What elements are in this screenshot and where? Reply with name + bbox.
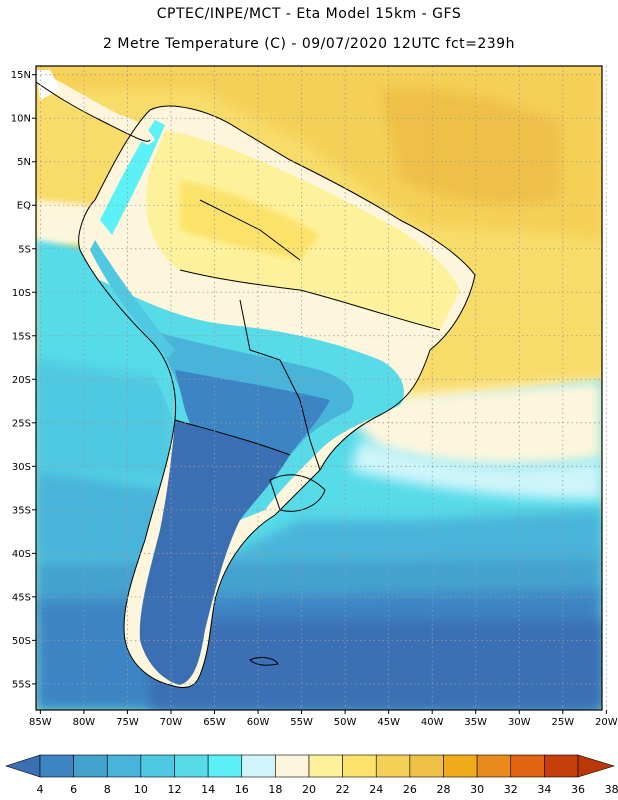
temperature-field [36, 66, 602, 710]
lat-tick-label: EQ [17, 201, 31, 212]
colorbar-label: 8 [104, 783, 111, 796]
lat-tick-label: 50S [12, 636, 31, 647]
colorbar-label: 20 [302, 783, 316, 796]
colorbar-high-arrow [577, 754, 616, 778]
colorbar-label: 34 [537, 783, 551, 796]
map-frame [35, 65, 603, 711]
lon-tick-label: 85W [29, 717, 52, 728]
colorbar-swatch [510, 754, 545, 778]
colorbar-label: 26 [403, 783, 417, 796]
lat-tick-label: 35S [12, 505, 31, 516]
coastlines [36, 81, 476, 688]
colorbar-swatch [375, 754, 411, 778]
colorbar-swatch [308, 754, 343, 778]
map-subtitle: 2 Metre Temperature (C) - 09/07/2020 12U… [103, 36, 515, 52]
colorbar-swatch [409, 754, 444, 778]
colorbar-swatch [275, 754, 310, 778]
colorbar-label: 4 [37, 783, 44, 796]
lon-tick-label: 20W [595, 717, 618, 728]
lat-tick-label: 45S [12, 592, 31, 603]
longitude-axis: 85W 80W 75W 70W 65W 60W 55W 50W 45W 40W 35W 30W 25W 2… [29, 710, 618, 728]
colorbar-swatch [174, 754, 209, 778]
lon-tick-label: 65W [203, 717, 226, 728]
lat-tick-label: 55S [12, 679, 31, 690]
colorbar-label: 16 [235, 783, 249, 796]
lat-tick-label: 20S [12, 375, 31, 386]
colorbar-low-arrow [5, 754, 41, 778]
colorbar-swatch [241, 754, 276, 778]
colorbar-swatch [106, 754, 142, 778]
lat-tick-label: 15N [11, 70, 31, 81]
colorbar-label: 14 [201, 783, 215, 796]
colorbar-swatch [140, 754, 175, 778]
lat-tick-label: 30S [12, 462, 31, 473]
lon-tick-label: 40W [421, 717, 444, 728]
lat-tick-label: 40S [12, 549, 31, 560]
gridlines [36, 66, 607, 710]
colorbar-swatch [342, 754, 377, 778]
lon-tick-label: 35W [464, 717, 487, 728]
colorbar-swatch [443, 754, 478, 778]
colorbar-label: 22 [336, 783, 350, 796]
lon-tick-label: 30W [508, 717, 531, 728]
colorbar-label: 24 [369, 783, 383, 796]
map-title: CPTEC/INPE/MCT - Eta Model 15km - GFS [156, 6, 462, 22]
lon-tick-label: 80W [73, 717, 96, 728]
colorbar-label: 28 [437, 783, 451, 796]
colorbar-label: 30 [470, 783, 484, 796]
colorbar-swatch [73, 754, 108, 778]
lat-tick-label: 10N [11, 114, 31, 125]
colorbar-label: 38 [605, 783, 618, 796]
colorbar-label: 18 [268, 783, 282, 796]
lon-tick-label: 55W [290, 717, 313, 728]
lat-tick-label: 5N [17, 157, 31, 168]
lon-tick-label: 45W [377, 717, 400, 728]
lat-tick-label: 15S [12, 331, 31, 342]
colorbar-swatch [476, 754, 512, 778]
colorbar-swatch [207, 754, 243, 778]
colorbar-label: 10 [134, 783, 148, 796]
colorbar-swatch [39, 754, 74, 778]
lat-tick-label: 25S [12, 418, 31, 429]
lat-tick-label: 10S [12, 288, 31, 299]
colorbar-label: 32 [504, 783, 518, 796]
colorbar-label: 36 [571, 783, 585, 796]
lat-tick-label: 5S [18, 244, 31, 255]
lon-tick-label: 50W [334, 717, 357, 728]
latitude-axis: 15N 10N 5N EQ 5S 10S 15S 20S 25S 30S 35S 40S 45S 50S 5… [11, 70, 36, 690]
lon-tick-label: 75W [116, 717, 139, 728]
colorbar-swatch [544, 754, 579, 778]
colorbar-label: 12 [168, 783, 182, 796]
lon-tick-label: 70W [160, 717, 183, 728]
lon-tick-label: 25W [552, 717, 575, 728]
colorbar: 4 6 8 10 12 14 16 18 20 22 24 26 28 30 32 34 36 38 [5, 754, 618, 796]
lon-tick-label: 60W [247, 717, 270, 728]
colorbar-label: 6 [70, 783, 77, 796]
